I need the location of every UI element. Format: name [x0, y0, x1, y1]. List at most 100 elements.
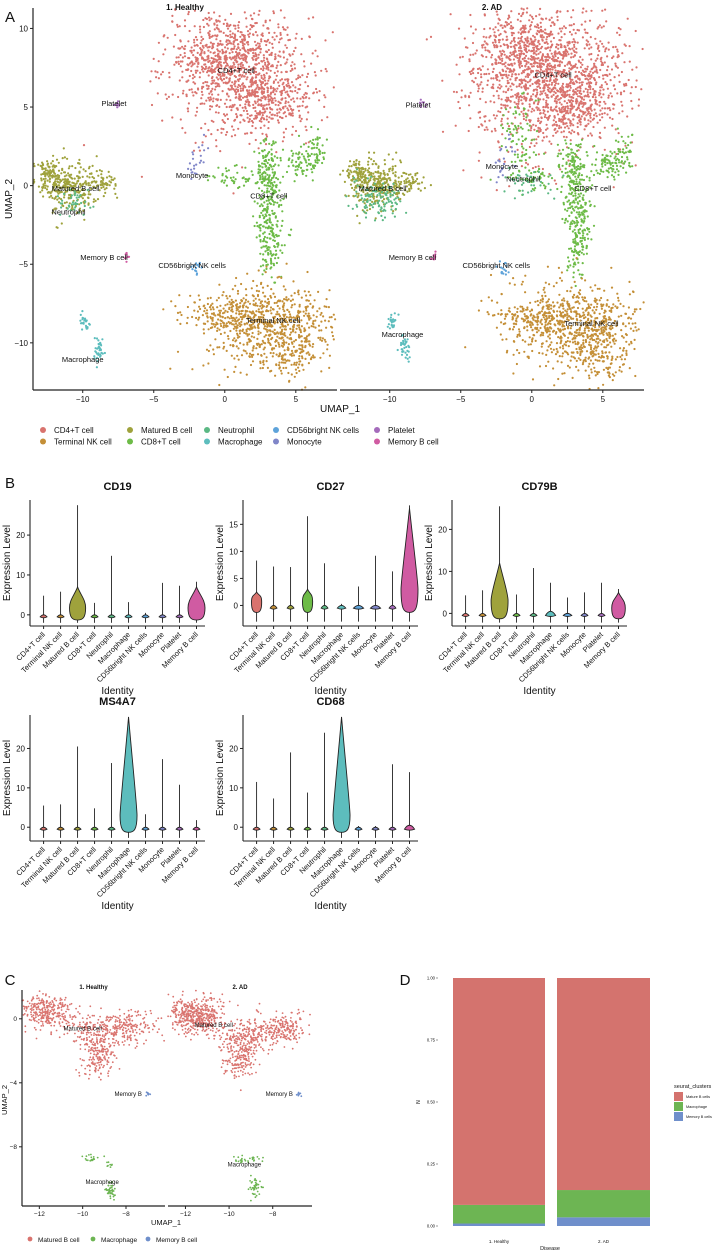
data-point — [554, 97, 558, 100]
data-point — [223, 102, 227, 105]
data-point — [273, 295, 277, 298]
data-point — [555, 123, 558, 126]
data-point — [84, 170, 87, 173]
data-point — [320, 69, 323, 72]
data-point — [199, 28, 202, 31]
data-point — [246, 272, 249, 275]
data-point — [589, 88, 592, 91]
data-point — [155, 76, 158, 79]
data-point — [242, 85, 245, 88]
data-point — [522, 8, 525, 11]
data-point — [194, 141, 197, 144]
data-point — [520, 165, 524, 168]
data-point — [188, 88, 191, 91]
data-point — [302, 60, 306, 63]
data-point — [99, 180, 103, 183]
data-point — [505, 38, 508, 42]
data-point — [240, 31, 243, 34]
data-point — [259, 331, 262, 334]
data-point — [63, 171, 67, 174]
data-point — [556, 19, 559, 22]
data-point — [271, 325, 274, 328]
data-point — [228, 88, 231, 91]
data-point — [292, 280, 295, 283]
data-point — [483, 27, 486, 31]
data-point — [589, 36, 592, 39]
data-point — [595, 115, 598, 118]
data-point — [532, 93, 535, 96]
data-point — [233, 40, 236, 43]
data-point — [227, 39, 230, 42]
data-point — [603, 148, 606, 151]
data-point — [192, 73, 195, 76]
data-point — [598, 49, 601, 53]
data-point — [244, 310, 247, 313]
data-point — [276, 225, 279, 228]
data-point — [232, 88, 235, 91]
data-point — [239, 98, 243, 101]
data-point — [245, 373, 248, 376]
data-point — [541, 30, 545, 33]
data-point — [528, 145, 532, 149]
data-point — [532, 48, 536, 52]
data-point — [596, 27, 599, 30]
data-point — [580, 115, 583, 118]
data-point — [561, 110, 565, 113]
data-point — [518, 62, 522, 65]
data-point — [85, 319, 88, 322]
data-point — [271, 347, 274, 350]
data-point — [265, 115, 268, 118]
data-point — [40, 179, 43, 182]
data-point — [267, 339, 270, 342]
data-point — [264, 208, 267, 211]
data-point — [294, 169, 297, 172]
data-point — [563, 90, 567, 94]
data-point — [290, 294, 293, 297]
data-point — [181, 76, 184, 79]
data-point — [178, 25, 181, 28]
data-point — [260, 246, 263, 249]
data-point — [331, 31, 334, 34]
data-point — [80, 322, 83, 325]
data-point — [246, 116, 249, 119]
data-point — [265, 118, 268, 121]
data-point — [264, 61, 267, 64]
data-point — [538, 43, 541, 46]
data-point — [240, 312, 243, 315]
data-point — [78, 170, 81, 173]
data-point — [214, 88, 217, 91]
data-point — [509, 27, 512, 30]
data-point — [545, 104, 549, 107]
data-point — [208, 30, 211, 33]
data-point — [241, 33, 244, 36]
data-point — [491, 41, 495, 44]
data-point — [68, 202, 71, 205]
data-point — [99, 184, 102, 187]
data-point — [265, 43, 268, 47]
data-point — [262, 67, 265, 70]
data-point — [278, 345, 281, 348]
data-point — [520, 64, 524, 68]
data-point — [492, 67, 495, 70]
data-point — [517, 98, 520, 101]
data-point — [261, 178, 264, 181]
data-point — [579, 66, 583, 69]
data-point — [263, 124, 266, 127]
data-point — [316, 161, 319, 164]
data-point — [270, 254, 273, 257]
data-point — [583, 117, 586, 120]
data-point — [297, 109, 301, 112]
data-point — [545, 38, 548, 41]
data-point — [233, 164, 236, 167]
data-point — [559, 110, 562, 113]
data-point — [100, 173, 103, 176]
data-point — [602, 88, 605, 91]
data-point — [558, 107, 561, 110]
data-point — [529, 28, 532, 31]
data-point — [214, 54, 217, 58]
data-point — [621, 104, 624, 107]
data-point — [300, 340, 303, 343]
data-point — [521, 57, 524, 61]
data-point — [271, 209, 274, 212]
data-point — [292, 325, 295, 328]
